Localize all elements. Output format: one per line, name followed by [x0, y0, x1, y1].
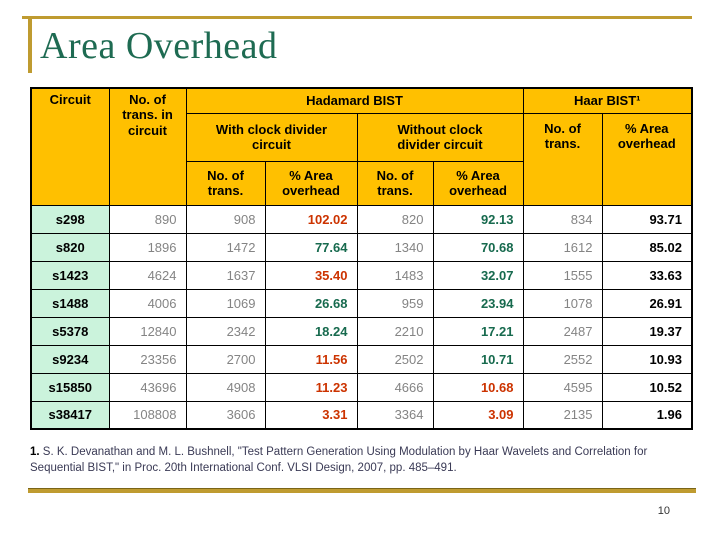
circuit-cell: s15850: [30, 372, 110, 402]
header-without-no-of-trans: No. of trans.: [356, 160, 434, 206]
title-accent-bar: [28, 16, 32, 73]
haar-trans-cell: 2487: [522, 316, 603, 346]
table-row: s5378 12840 2342 18.24 2210 17.21 2487 1…: [30, 316, 693, 346]
haar-trans-cell: 2135: [522, 400, 603, 430]
table-row: s820 1896 1472 77.64 1340 70.68 1612 85.…: [30, 232, 693, 262]
header-haar-pct-area-overhead: % Area overhead: [601, 112, 693, 206]
table-row: s38417 108808 3606 3.31 3364 3.09 2135 1…: [30, 400, 693, 430]
haar-trans-cell: 4595: [522, 372, 603, 402]
table-row: s1488 4006 1069 26.68 959 23.94 1078 26.…: [30, 288, 693, 318]
without-pct-cell: 17.21: [432, 316, 524, 346]
without-trans-cell: 1340: [356, 232, 434, 262]
header-without-clock-divider: Without clock divider circuit: [356, 112, 524, 162]
haar-trans-cell: 834: [522, 204, 603, 234]
trans-in-circuit-cell: 4006: [108, 288, 187, 318]
circuit-cell: s9234: [30, 344, 110, 374]
haar-pct-cell: 93.71: [601, 204, 693, 234]
haar-pct-cell: 19.37: [601, 316, 693, 346]
with-pct-cell: 11.23: [264, 372, 358, 402]
with-trans-cell: 2342: [185, 316, 266, 346]
haar-trans-cell: 1078: [522, 288, 603, 318]
trans-in-circuit-cell: 1896: [108, 232, 187, 262]
haar-pct-cell: 10.52: [601, 372, 693, 402]
trans-in-circuit-cell: 108808: [108, 400, 187, 430]
circuit-cell: s5378: [30, 316, 110, 346]
table-row: s15850 43696 4908 11.23 4666 10.68 4595 …: [30, 372, 693, 402]
with-pct-cell: 77.64: [264, 232, 358, 262]
haar-pct-cell: 1.96: [601, 400, 693, 430]
table-row: s1423 4624 1637 35.40 1483 32.07 1555 33…: [30, 260, 693, 290]
without-trans-cell: 1483: [356, 260, 434, 290]
with-trans-cell: 3606: [185, 400, 266, 430]
without-pct-cell: 23.94: [432, 288, 524, 318]
without-trans-cell: 2502: [356, 344, 434, 374]
without-trans-cell: 959: [356, 288, 434, 318]
trans-in-circuit-cell: 890: [108, 204, 187, 234]
without-trans-cell: 2210: [356, 316, 434, 346]
trans-in-circuit-cell: 23356: [108, 344, 187, 374]
without-trans-cell: 4666: [356, 372, 434, 402]
trans-in-circuit-cell: 43696: [108, 372, 187, 402]
header-haar-bist: Haar BIST¹: [522, 87, 693, 114]
page-number: 10: [657, 505, 670, 517]
with-trans-cell: 1069: [185, 288, 266, 318]
with-trans-cell: 2700: [185, 344, 266, 374]
header-haar-no-of-trans: No. of trans.: [522, 112, 603, 206]
with-pct-cell: 18.24: [264, 316, 358, 346]
haar-pct-cell: 10.93: [601, 344, 693, 374]
without-pct-cell: 32.07: [432, 260, 524, 290]
header-trans-in-circuit: No. of trans. in circuit: [108, 87, 187, 206]
header-row-3: No. of trans. % Area overhead No. of tra…: [31, 160, 692, 206]
header-without-pct-area-overhead: % Area overhead: [432, 160, 524, 206]
footer-rule: [28, 488, 696, 493]
table-row: s298 890 908 102.02 820 92.13 834 93.71: [30, 204, 693, 234]
without-pct-cell: 70.68: [432, 232, 524, 262]
circuit-cell: s1423: [30, 260, 110, 290]
circuit-cell: s298: [30, 204, 110, 234]
header-hadamard-bist: Hadamard BIST: [185, 87, 524, 114]
circuit-cell: s1488: [30, 288, 110, 318]
header-with-clock-divider: With clock divider circuit: [185, 112, 358, 162]
without-pct-cell: 10.71: [432, 344, 524, 374]
slide-title: Area Overhead: [40, 25, 278, 67]
circuit-cell: s38417: [30, 400, 110, 430]
haar-pct-cell: 85.02: [601, 232, 693, 262]
footnote: 1. S. K. Devanathan and M. L. Bushnell, …: [30, 444, 692, 476]
with-trans-cell: 1637: [185, 260, 266, 290]
footnote-marker: 1.: [30, 446, 40, 458]
table-row: s9234 23356 2700 11.56 2502 10.71 2552 1…: [30, 344, 693, 374]
header-with-no-of-trans: No. of trans.: [185, 160, 266, 206]
with-pct-cell: 102.02: [264, 204, 358, 234]
with-pct-cell: 26.68: [264, 288, 358, 318]
circuit-cell: s820: [30, 232, 110, 262]
without-trans-cell: 820: [356, 204, 434, 234]
trans-in-circuit-cell: 4624: [108, 260, 187, 290]
top-rule: [22, 16, 692, 19]
haar-trans-cell: 1555: [522, 260, 603, 290]
haar-pct-cell: 33.63: [601, 260, 693, 290]
footnote-text: S. K. Devanathan and M. L. Bushnell, "Te…: [30, 446, 648, 475]
without-pct-cell: 3.09: [432, 400, 524, 430]
header-circuit: Circuit: [30, 87, 110, 206]
haar-trans-cell: 2552: [522, 344, 603, 374]
area-overhead-table: Circuit No. of trans. in circuit Hadamar…: [30, 87, 693, 430]
with-pct-cell: 35.40: [264, 260, 358, 290]
haar-pct-cell: 26.91: [601, 288, 693, 318]
with-trans-cell: 908: [185, 204, 266, 234]
header-row-1: Circuit No. of trans. in circuit Hadamar…: [30, 87, 693, 206]
header-row-2: With clock divider circuit Without clock…: [31, 112, 693, 206]
with-trans-cell: 1472: [185, 232, 266, 262]
with-trans-cell: 4908: [185, 372, 266, 402]
without-trans-cell: 3364: [356, 400, 434, 430]
with-pct-cell: 11.56: [264, 344, 358, 374]
without-pct-cell: 92.13: [432, 204, 524, 234]
without-pct-cell: 10.68: [432, 372, 524, 402]
header-with-pct-area-overhead: % Area overhead: [264, 160, 358, 206]
with-pct-cell: 3.31: [264, 400, 358, 430]
haar-trans-cell: 1612: [522, 232, 603, 262]
trans-in-circuit-cell: 12840: [108, 316, 187, 346]
